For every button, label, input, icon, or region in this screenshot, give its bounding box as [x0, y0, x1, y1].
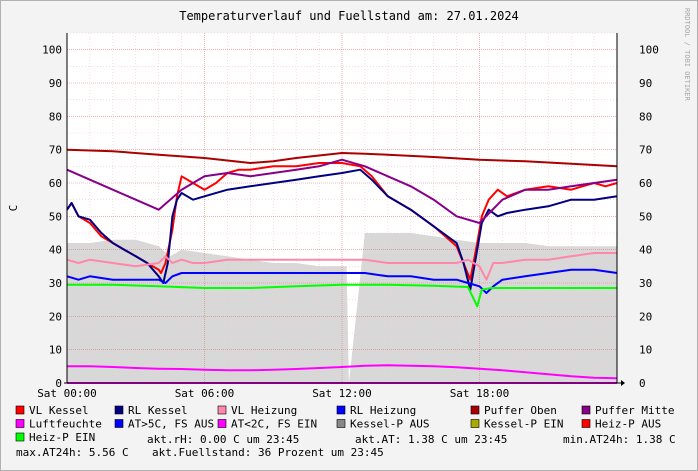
y-tick-label-right: 90 — [639, 77, 652, 90]
legend-label: Heiz-P EIN — [29, 431, 95, 444]
y-tick-label-right: 40 — [639, 244, 652, 257]
y-tick-label-right: 50 — [639, 210, 652, 223]
series-line-5 — [66, 158, 618, 224]
y-tick-label-left: 100 — [42, 44, 62, 57]
y-tick-label-right: 80 — [639, 110, 652, 123]
stat-text: min.AT24h: 1.38 C — [563, 433, 676, 446]
y-tick-label-right: 100 — [639, 44, 659, 57]
y-tick-label-left: 10 — [49, 344, 62, 357]
legend-label: Puffer Oben — [484, 404, 557, 417]
y-tick-label-left: 80 — [49, 110, 62, 123]
y-tick-label-left: 50 — [49, 210, 62, 223]
y-tick-label-left: 90 — [49, 77, 62, 90]
y-tick-label-right: 10 — [639, 344, 652, 357]
series-line-12 — [67, 283, 617, 308]
y-tick-label-right: 0 — [639, 377, 646, 390]
y-tick-label-left: 70 — [49, 144, 62, 157]
y-tick-label-left: 40 — [49, 244, 62, 257]
legend-label: RL Kessel — [128, 404, 188, 417]
x-tick-label: Sat 18:00 — [450, 387, 510, 400]
y-tick-label-right: 30 — [639, 277, 652, 290]
legend-swatch — [470, 419, 480, 428]
y-tick-label-left: 0 — [55, 377, 62, 390]
stat-text: akt.AT: 1.38 C um 23:45 — [355, 433, 507, 446]
y-tick-label-right: 60 — [639, 177, 652, 190]
y-tick-label-left: 20 — [49, 310, 62, 323]
x-tick-label: Sat 06:00 — [175, 387, 235, 400]
legend-swatch — [217, 405, 227, 415]
stat-text: akt.Fuellstand: 36 Prozent um 23:45 — [152, 446, 384, 459]
stat-text: akt.rH: 0.00 C um 23:45 — [147, 433, 299, 446]
y-axis-label: C — [7, 205, 20, 212]
y-tick-label-right: 20 — [639, 310, 652, 323]
legend-label: VL Kessel — [29, 404, 89, 417]
legend-label: VL Heizung — [231, 404, 297, 417]
series-line-4 — [66, 148, 618, 168]
x-axis-arrow — [621, 380, 625, 386]
legend-swatch — [581, 405, 591, 415]
legend-label: AT>5C, FS AUS — [128, 418, 214, 431]
side-label: RRDTOOL / TOBI OETIKER — [683, 8, 691, 102]
legend-label: Puffer Mitte — [595, 404, 674, 417]
series-line-3 — [66, 268, 618, 294]
legend-swatch — [336, 419, 346, 428]
y-tick-label-right: 70 — [639, 144, 652, 157]
legend-label: RL Heizung — [350, 404, 416, 417]
x-tick-label: Sat 00:00 — [37, 387, 97, 400]
legend-swatch — [581, 419, 591, 428]
legend-label: Kessel-P AUS — [350, 418, 429, 431]
legend-swatch — [15, 432, 25, 442]
legend-swatch — [114, 405, 124, 415]
legend-label: AT<2C, FS EIN — [231, 418, 317, 431]
legend-swatch — [336, 405, 346, 415]
stat-text: max.AT24h: 5.56 C — [16, 446, 129, 459]
y-tick-label-left: 30 — [49, 277, 62, 290]
x-tick-label: Sat 12:00 — [312, 387, 372, 400]
legend-label: Kessel-P EIN — [484, 418, 563, 431]
legend-label: Heiz-P AUS — [595, 418, 661, 431]
legend-swatch — [114, 419, 124, 428]
legend-swatch — [470, 405, 480, 415]
series-line-8 — [67, 364, 618, 380]
legend-swatch — [217, 419, 227, 428]
legend-label: Luftfeuchte — [29, 418, 102, 431]
legend-swatch — [15, 405, 25, 415]
y-tick-label-left: 60 — [49, 177, 62, 190]
series-line-2 — [66, 252, 617, 281]
chart-title: Temperaturverlauf und Fuellstand am: 27.… — [179, 9, 519, 23]
legend-swatch — [15, 419, 25, 428]
